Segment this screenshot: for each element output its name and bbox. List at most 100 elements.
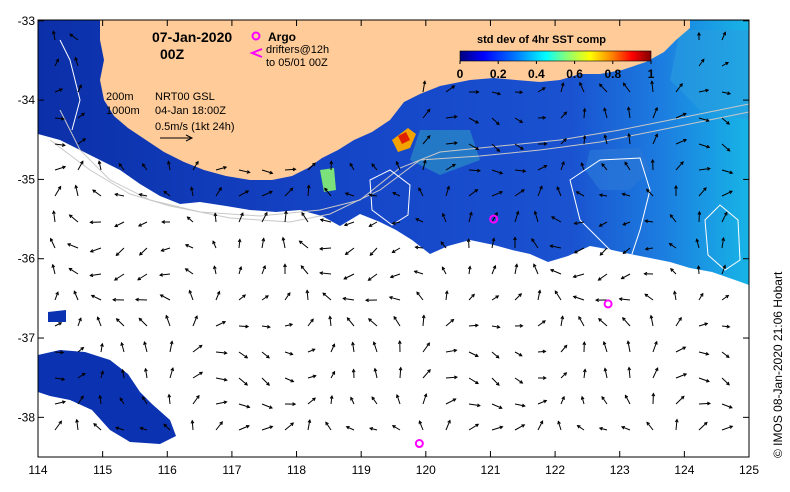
velocity-arrow xyxy=(238,325,249,328)
velocity-arrow-head xyxy=(475,146,480,150)
sst-high-patch xyxy=(320,168,336,192)
velocity-arrow-head xyxy=(311,348,316,352)
velocity-arrow xyxy=(115,193,125,197)
velocity-arrow-head xyxy=(724,211,728,216)
velocity-arrow xyxy=(320,219,332,223)
velocity-arrow xyxy=(414,270,424,275)
velocity-arrow-head xyxy=(543,141,548,146)
velocity-arrow xyxy=(623,247,631,254)
velocity-arrow xyxy=(675,161,684,171)
velocity-arrow xyxy=(468,351,479,357)
velocity-arrow-head xyxy=(93,423,97,427)
velocity-arrow xyxy=(261,212,268,223)
velocity-arrow xyxy=(491,238,495,249)
argo-legend-label: Argo xyxy=(268,30,296,44)
velocity-arrow-head xyxy=(602,340,607,345)
velocity-arrow xyxy=(98,161,102,171)
velocity-arrow xyxy=(624,162,631,171)
velocity-arrow-head xyxy=(289,323,294,327)
velocity-arrow xyxy=(646,189,654,197)
velocity-arrow xyxy=(238,377,248,386)
velocity-arrow xyxy=(556,186,562,197)
velocity-arrow-head xyxy=(531,238,535,242)
velocity-arrow xyxy=(445,349,457,353)
velocity-arrow-head xyxy=(194,315,198,320)
velocity-arrow xyxy=(169,341,173,353)
velocity-arrow xyxy=(347,317,355,327)
velocity-arrow-head xyxy=(368,223,373,227)
velocity-arrow xyxy=(369,221,378,227)
velocity-arrow xyxy=(560,138,567,145)
velocity-arrow xyxy=(574,247,585,254)
velocity-arrow xyxy=(77,138,86,145)
velocity-arrow-head xyxy=(726,147,731,152)
velocity-arrow xyxy=(115,247,125,256)
velocity-arrow xyxy=(445,186,450,197)
velocity-arrow-head xyxy=(212,240,216,245)
velocity-arrow xyxy=(352,342,355,353)
velocity-arrow xyxy=(698,117,710,122)
velocity-arrow-head xyxy=(598,318,602,322)
velocity-arrow xyxy=(343,297,355,301)
velocity-arrow-head xyxy=(80,395,84,400)
velocity-arrow xyxy=(374,368,378,379)
velocity-arrow xyxy=(307,185,310,197)
velocity-arrow xyxy=(238,425,250,431)
velocity-arrow-head xyxy=(351,341,355,346)
velocity-arrow xyxy=(534,211,539,223)
velocity-arrow-head xyxy=(572,274,577,279)
velocity-arrow-head xyxy=(601,396,605,400)
velocity-arrow xyxy=(322,292,332,301)
velocity-arrow-head xyxy=(703,187,707,191)
velocity-arrow-head xyxy=(61,400,67,405)
velocity-arrow-head xyxy=(190,186,194,191)
velocity-arrow xyxy=(114,221,125,227)
velocity-arrow xyxy=(139,247,148,256)
sst-field-southwest xyxy=(38,350,176,444)
velocity-arrow-head xyxy=(651,392,656,397)
velocity-arrow-head xyxy=(621,192,626,197)
velocity-arrow-head xyxy=(237,238,242,243)
velocity-arrow xyxy=(307,162,316,171)
velocity-arrow xyxy=(307,419,311,431)
velocity-arrow-head xyxy=(368,193,373,198)
velocity-arrow xyxy=(90,247,102,253)
velocity-arrow xyxy=(282,237,286,249)
velocity-arrow xyxy=(721,403,733,409)
velocity-arrow-head xyxy=(373,367,378,372)
colorbar-ticks: 0 0.2 0.4 0.6 0.8 1 xyxy=(457,61,655,81)
velocity-arrow-head xyxy=(423,393,428,398)
velocity-arrow-head xyxy=(582,368,587,373)
velocity-arrow xyxy=(598,318,608,327)
velocity-arrow xyxy=(392,247,401,253)
product-time-label: 04-Jan 18:00Z xyxy=(155,105,226,117)
velocity-arrow-head xyxy=(521,424,526,428)
drifters-label: drifters@12h xyxy=(266,44,329,56)
colorbar-tick-label: 0.4 xyxy=(528,67,545,81)
y-tick-label: -34 xyxy=(18,93,36,107)
velocity-arrow-head xyxy=(82,138,87,142)
y-tick-label: -38 xyxy=(18,410,36,424)
velocity-arrow-head xyxy=(683,373,688,377)
velocity-arrow-head xyxy=(447,419,451,424)
velocity-arrow xyxy=(445,163,456,171)
velocity-arrow xyxy=(54,351,64,354)
velocity-arrow-head xyxy=(216,290,221,295)
velocity-arrow xyxy=(396,161,401,171)
velocity-arrow xyxy=(560,372,567,379)
velocity-arrow-head xyxy=(96,316,101,321)
velocity-arrow xyxy=(537,165,547,171)
velocity-arrow xyxy=(187,216,194,223)
velocity-arrow-head xyxy=(426,108,431,113)
velocity-arrow-head xyxy=(682,346,687,350)
velocity-arrow xyxy=(560,82,564,93)
velocity-arrow-head xyxy=(622,317,626,321)
velocity-arrow xyxy=(399,367,402,379)
velocity-arrow xyxy=(69,214,79,223)
sst-high-patch xyxy=(398,132,410,144)
velocity-arrow xyxy=(604,134,608,145)
velocity-arrow-head xyxy=(725,61,730,66)
velocity-arrow-head xyxy=(644,293,649,298)
x-tick-label: 119 xyxy=(352,463,371,477)
velocity-arrow xyxy=(440,241,447,249)
